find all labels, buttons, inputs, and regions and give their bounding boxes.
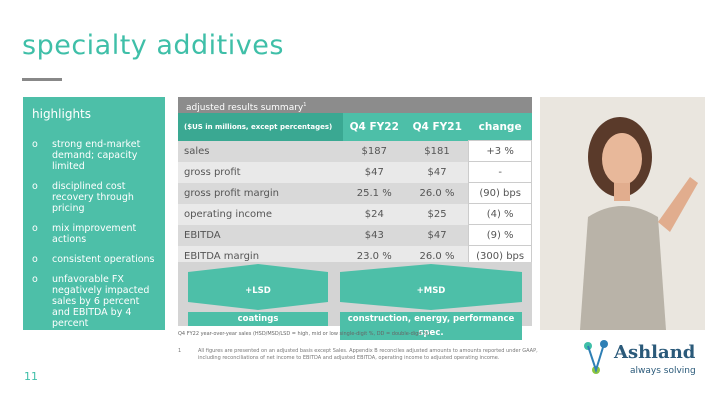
segment-change: +LSD — [245, 286, 271, 296]
table-cell: (90) bps — [468, 182, 532, 204]
footnote: 1 All figures are presented on an adjuste… — [178, 348, 538, 361]
table-cell: gross profit margin — [184, 187, 279, 199]
table-cell: +3 % — [468, 140, 532, 162]
table-row: EBITDA $43 $47 (9) % — [178, 224, 532, 246]
highlight-item: o mix improvement actions — [32, 223, 159, 245]
caption-text: adjusted results summary — [186, 103, 304, 113]
highlight-item: o disciplined cost recovery through prici… — [32, 181, 159, 214]
table-row: gross profit $47 $47 - — [178, 161, 532, 183]
highlight-text: strong end-market demand; capacity limit… — [52, 139, 141, 172]
bullet: o — [32, 139, 38, 150]
table-cell: EBITDA margin — [184, 250, 260, 262]
header-cell: Q4 FY22 — [342, 113, 406, 141]
table-cell: 25.1 % — [356, 187, 392, 199]
table-cell: sales — [184, 145, 210, 157]
segment-note: Q4 FY22 year-over-year sales (HSD/MSD/LS… — [178, 331, 430, 337]
table-cell: 26.0 % — [419, 187, 455, 199]
title-rule — [22, 78, 62, 81]
table-cell: $24 — [364, 208, 384, 220]
bullet: o — [32, 254, 38, 265]
caption-note: 1 — [303, 102, 307, 108]
highlights-heading: highlights — [32, 107, 92, 121]
highlights-panel: highlights o strong end-market demand; ca… — [23, 97, 165, 330]
title: specialty additives — [22, 30, 284, 61]
segment-name: coatings — [188, 312, 328, 326]
logo-tagline: always solving — [630, 366, 696, 376]
table-cell: 23.0 % — [356, 250, 392, 262]
table-cell: EBITDA — [184, 229, 221, 241]
footnote-text: All figures are presented on an adjusted… — [198, 348, 538, 361]
logo-mark — [584, 340, 608, 374]
header-row: ($US in millions, except percentages) Q4 … — [178, 113, 532, 141]
segment-change: +MSD — [416, 286, 446, 296]
arrow — [188, 264, 328, 310]
table-cell: $47 — [364, 166, 384, 178]
header-cell: change — [468, 113, 532, 141]
segment-panel: +LSD +MSD coatings construction, energy,… — [178, 262, 532, 340]
table-cell: 26.0 % — [419, 250, 455, 262]
neck — [614, 183, 630, 201]
table-cell: - — [468, 161, 532, 183]
table-cell: operating income — [184, 208, 273, 220]
highlight-text: mix improvement actions — [52, 223, 137, 245]
segment-name: construction, energy, performance spec. — [340, 312, 522, 340]
page-number: 11 — [24, 370, 38, 383]
highlights-list: o strong end-market demand; capacity limi… — [23, 139, 165, 329]
table-row: sales $187 $181 +3 % — [178, 140, 532, 162]
logo-name: Ashland — [614, 342, 696, 363]
highlight-item: o unfavorable FX negatively impacted sale… — [32, 274, 159, 329]
segment-arrows — [188, 264, 522, 310]
face — [602, 133, 642, 185]
table-cell: $181 — [424, 145, 450, 157]
table-cell: gross profit — [184, 166, 241, 178]
jacket — [580, 206, 666, 330]
table-caption: adjusted results summary1 — [178, 97, 532, 113]
table-row: operating income $24 $25 (4) % — [178, 203, 532, 225]
table-cell: (4) % — [468, 203, 532, 225]
table-row: gross profit margin 25.1 % 26.0 % (90) bps — [178, 182, 532, 204]
highlight-text: consistent operations — [52, 254, 155, 265]
table-cell: $47 — [427, 166, 447, 178]
bullet: o — [32, 274, 38, 285]
highlight-item: o consistent operations — [32, 254, 159, 265]
table-cell: $47 — [427, 229, 447, 241]
logo-line — [587, 343, 605, 374]
results-table: ($US in millions, except percentages) Q4 … — [178, 113, 532, 267]
highlight-text: disciplined cost recovery through pricin… — [52, 181, 134, 214]
highlight-item: o strong end-market demand; capacity limi… — [32, 139, 159, 172]
table-cell: (9) % — [468, 224, 532, 246]
arm — [658, 177, 698, 232]
footnote-number: 1 — [178, 348, 182, 354]
photo — [540, 97, 705, 330]
arrow — [340, 264, 522, 310]
bullet: o — [32, 223, 38, 234]
bullet: o — [32, 181, 38, 192]
table-cell: $25 — [427, 208, 447, 220]
table-cell: $43 — [364, 229, 384, 241]
header-cell: Q4 FY21 — [405, 113, 469, 141]
highlight-text: unfavorable FX negatively impacted sales… — [52, 274, 150, 329]
table-cell: $187 — [361, 145, 387, 157]
header-cell: ($US in millions, except percentages) — [178, 113, 343, 141]
